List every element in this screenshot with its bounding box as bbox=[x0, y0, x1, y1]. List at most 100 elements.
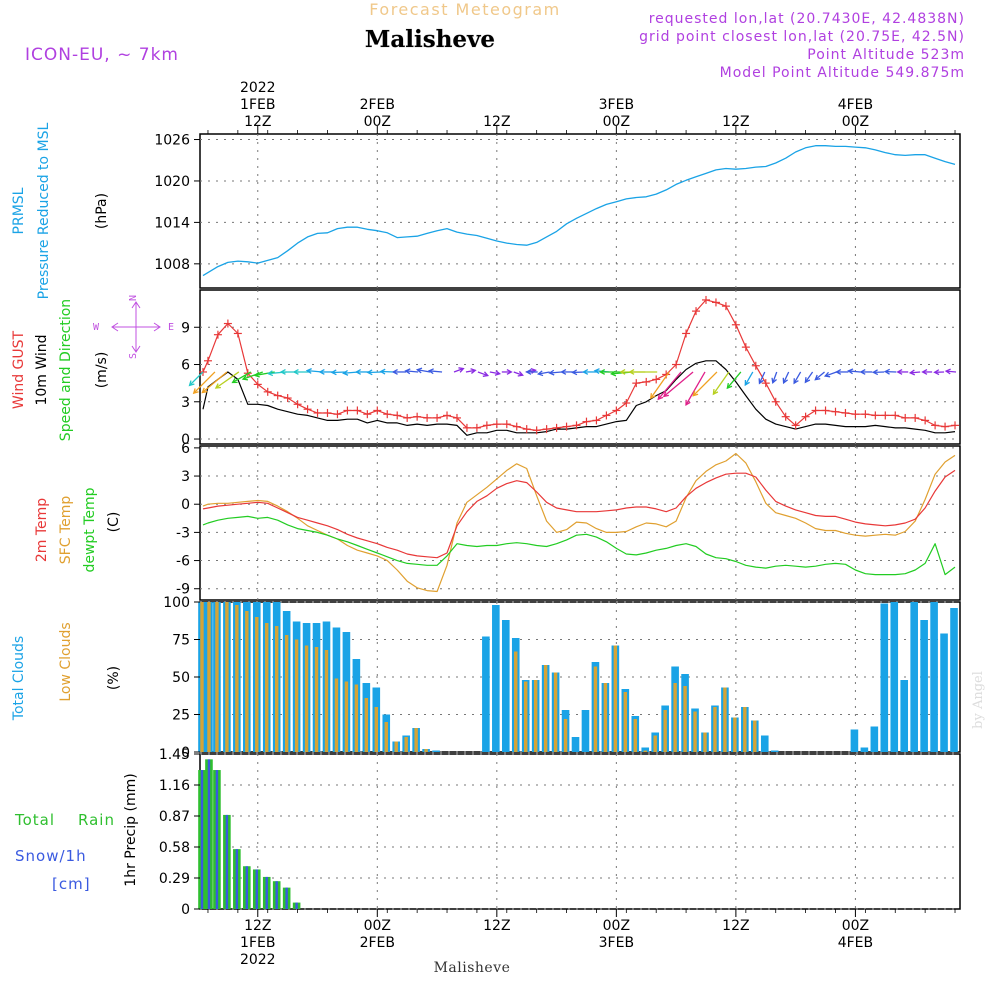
gust-marker bbox=[781, 412, 790, 421]
direction-arrow bbox=[859, 369, 873, 375]
direction-arrow bbox=[379, 368, 395, 375]
bottom-time-label: 12Z bbox=[244, 918, 271, 934]
direction-arrow-shaft bbox=[417, 369, 431, 373]
gust-marker bbox=[602, 411, 611, 420]
y-tick-label: 1008 bbox=[154, 257, 190, 273]
direction-arrow-head bbox=[482, 371, 490, 377]
direction-arrow-head bbox=[859, 369, 866, 375]
top-time-label: 1FEB bbox=[240, 97, 275, 113]
gust-marker bbox=[682, 329, 691, 338]
direction-arrow bbox=[525, 369, 538, 375]
bottom-time-label: 2022 bbox=[240, 952, 276, 968]
total-cloud-bar bbox=[571, 737, 580, 752]
direction-arrow-head bbox=[847, 368, 854, 375]
direction-arrow bbox=[192, 371, 216, 395]
gust-marker bbox=[293, 400, 302, 409]
compass-arrows bbox=[111, 301, 161, 353]
gust-marker bbox=[532, 426, 541, 435]
forecast-title: Forecast Meteogram bbox=[369, 0, 560, 19]
gust-marker bbox=[333, 410, 342, 419]
direction-arrow-head bbox=[391, 369, 398, 375]
low-cloud-bar bbox=[324, 650, 329, 752]
gust-marker bbox=[851, 410, 860, 419]
snow-bar bbox=[207, 759, 211, 909]
temp2m-line bbox=[202, 469, 956, 559]
direction-arrow-shaft bbox=[367, 371, 383, 374]
footer-location: Malisheve bbox=[434, 960, 511, 976]
gust-marker bbox=[881, 411, 890, 420]
gust-marker bbox=[642, 377, 651, 386]
direction-arrow-head bbox=[458, 367, 465, 373]
total-cloud-bar bbox=[920, 620, 928, 752]
direction-arrow-head bbox=[415, 367, 423, 374]
gust-marker bbox=[323, 408, 332, 417]
gust-marker bbox=[941, 422, 950, 431]
y-tick-label: 1.45 bbox=[159, 747, 190, 763]
gust-marker bbox=[343, 406, 352, 415]
gust-marker bbox=[502, 420, 511, 429]
direction-arrow-shaft bbox=[232, 371, 252, 384]
direction-arrow-shaft bbox=[814, 371, 825, 381]
sfc-temp-line bbox=[202, 452, 956, 593]
direction-arrow-shaft bbox=[685, 371, 706, 406]
direction-arrow-shaft bbox=[657, 371, 682, 400]
y-tick-label: 6 bbox=[181, 441, 190, 457]
direction-arrow-head bbox=[908, 369, 916, 376]
low-cloud-bar bbox=[603, 683, 608, 752]
pressure-line bbox=[202, 145, 956, 277]
direction-arrow-shaft bbox=[712, 371, 730, 395]
direction-arrow bbox=[883, 368, 897, 375]
precip-panel bbox=[199, 753, 961, 910]
direction-arrow bbox=[793, 371, 802, 385]
total-cloud-bar bbox=[492, 605, 500, 752]
direction-arrow-head bbox=[379, 368, 386, 375]
total-clouds-label: Total Clouds bbox=[11, 636, 27, 721]
bottom-time-label: 3FEB bbox=[599, 935, 634, 951]
direction-arrow-head bbox=[192, 388, 199, 395]
snow-bar bbox=[265, 876, 268, 909]
snow-bar bbox=[235, 849, 239, 909]
gust-marker bbox=[303, 405, 312, 414]
gust-marker bbox=[592, 416, 601, 425]
y-tick-label: 0 bbox=[181, 745, 190, 761]
direction-arrow bbox=[415, 367, 431, 374]
direction-arrow-head bbox=[744, 379, 750, 387]
direction-arrow-head bbox=[650, 393, 656, 400]
top-time-label: 3FEB bbox=[599, 97, 634, 113]
gust-marker bbox=[612, 406, 621, 415]
low-cloud-bar bbox=[215, 602, 219, 752]
low-cloud-bar bbox=[643, 750, 647, 752]
gust-marker bbox=[741, 343, 750, 352]
direction-arrow-head bbox=[517, 371, 524, 377]
top-time-label: 00Z bbox=[603, 114, 630, 130]
snow-bar bbox=[225, 814, 229, 909]
direction-arrow bbox=[465, 368, 477, 374]
total-cloud-bar bbox=[880, 603, 889, 752]
direction-arrow bbox=[944, 368, 957, 375]
direction-arrow-head bbox=[883, 368, 891, 375]
low-cloud-bar bbox=[314, 647, 319, 752]
y-tick-label: 3 bbox=[181, 395, 190, 411]
low-cloud-bar bbox=[255, 617, 259, 752]
direction-arrow-head bbox=[823, 371, 831, 378]
model-altitude: Model Point Altitude 549.875m bbox=[720, 65, 965, 81]
clouds-labels: Total Clouds Low Clouds (%) bbox=[11, 622, 122, 721]
total-cloud-bar bbox=[641, 747, 650, 752]
direction-arrow-head bbox=[582, 369, 589, 375]
direction-arrow-head bbox=[782, 377, 789, 385]
total-cloud-bar bbox=[940, 633, 948, 752]
low-cloud-bar bbox=[354, 684, 359, 752]
low-cloud-bar bbox=[364, 698, 369, 752]
direction-arrow bbox=[598, 369, 622, 375]
low-cloud-bar bbox=[663, 710, 667, 752]
dewpt-line bbox=[202, 515, 956, 576]
direction-arrow-shaft bbox=[663, 371, 694, 397]
direction-arrow-shaft bbox=[772, 371, 778, 383]
temp-labels: 2m Temp SFC Temp dewpt Temp (C) bbox=[34, 487, 122, 572]
prmsl-desc-label: Pressure Reduced to MSL bbox=[36, 122, 52, 299]
direction-arrow-head bbox=[330, 369, 337, 376]
compass-rose: N S W E bbox=[93, 295, 174, 359]
top-time-label: 2022 bbox=[240, 80, 276, 96]
low-cloud-bar bbox=[524, 681, 528, 752]
gust-marker bbox=[413, 412, 422, 421]
